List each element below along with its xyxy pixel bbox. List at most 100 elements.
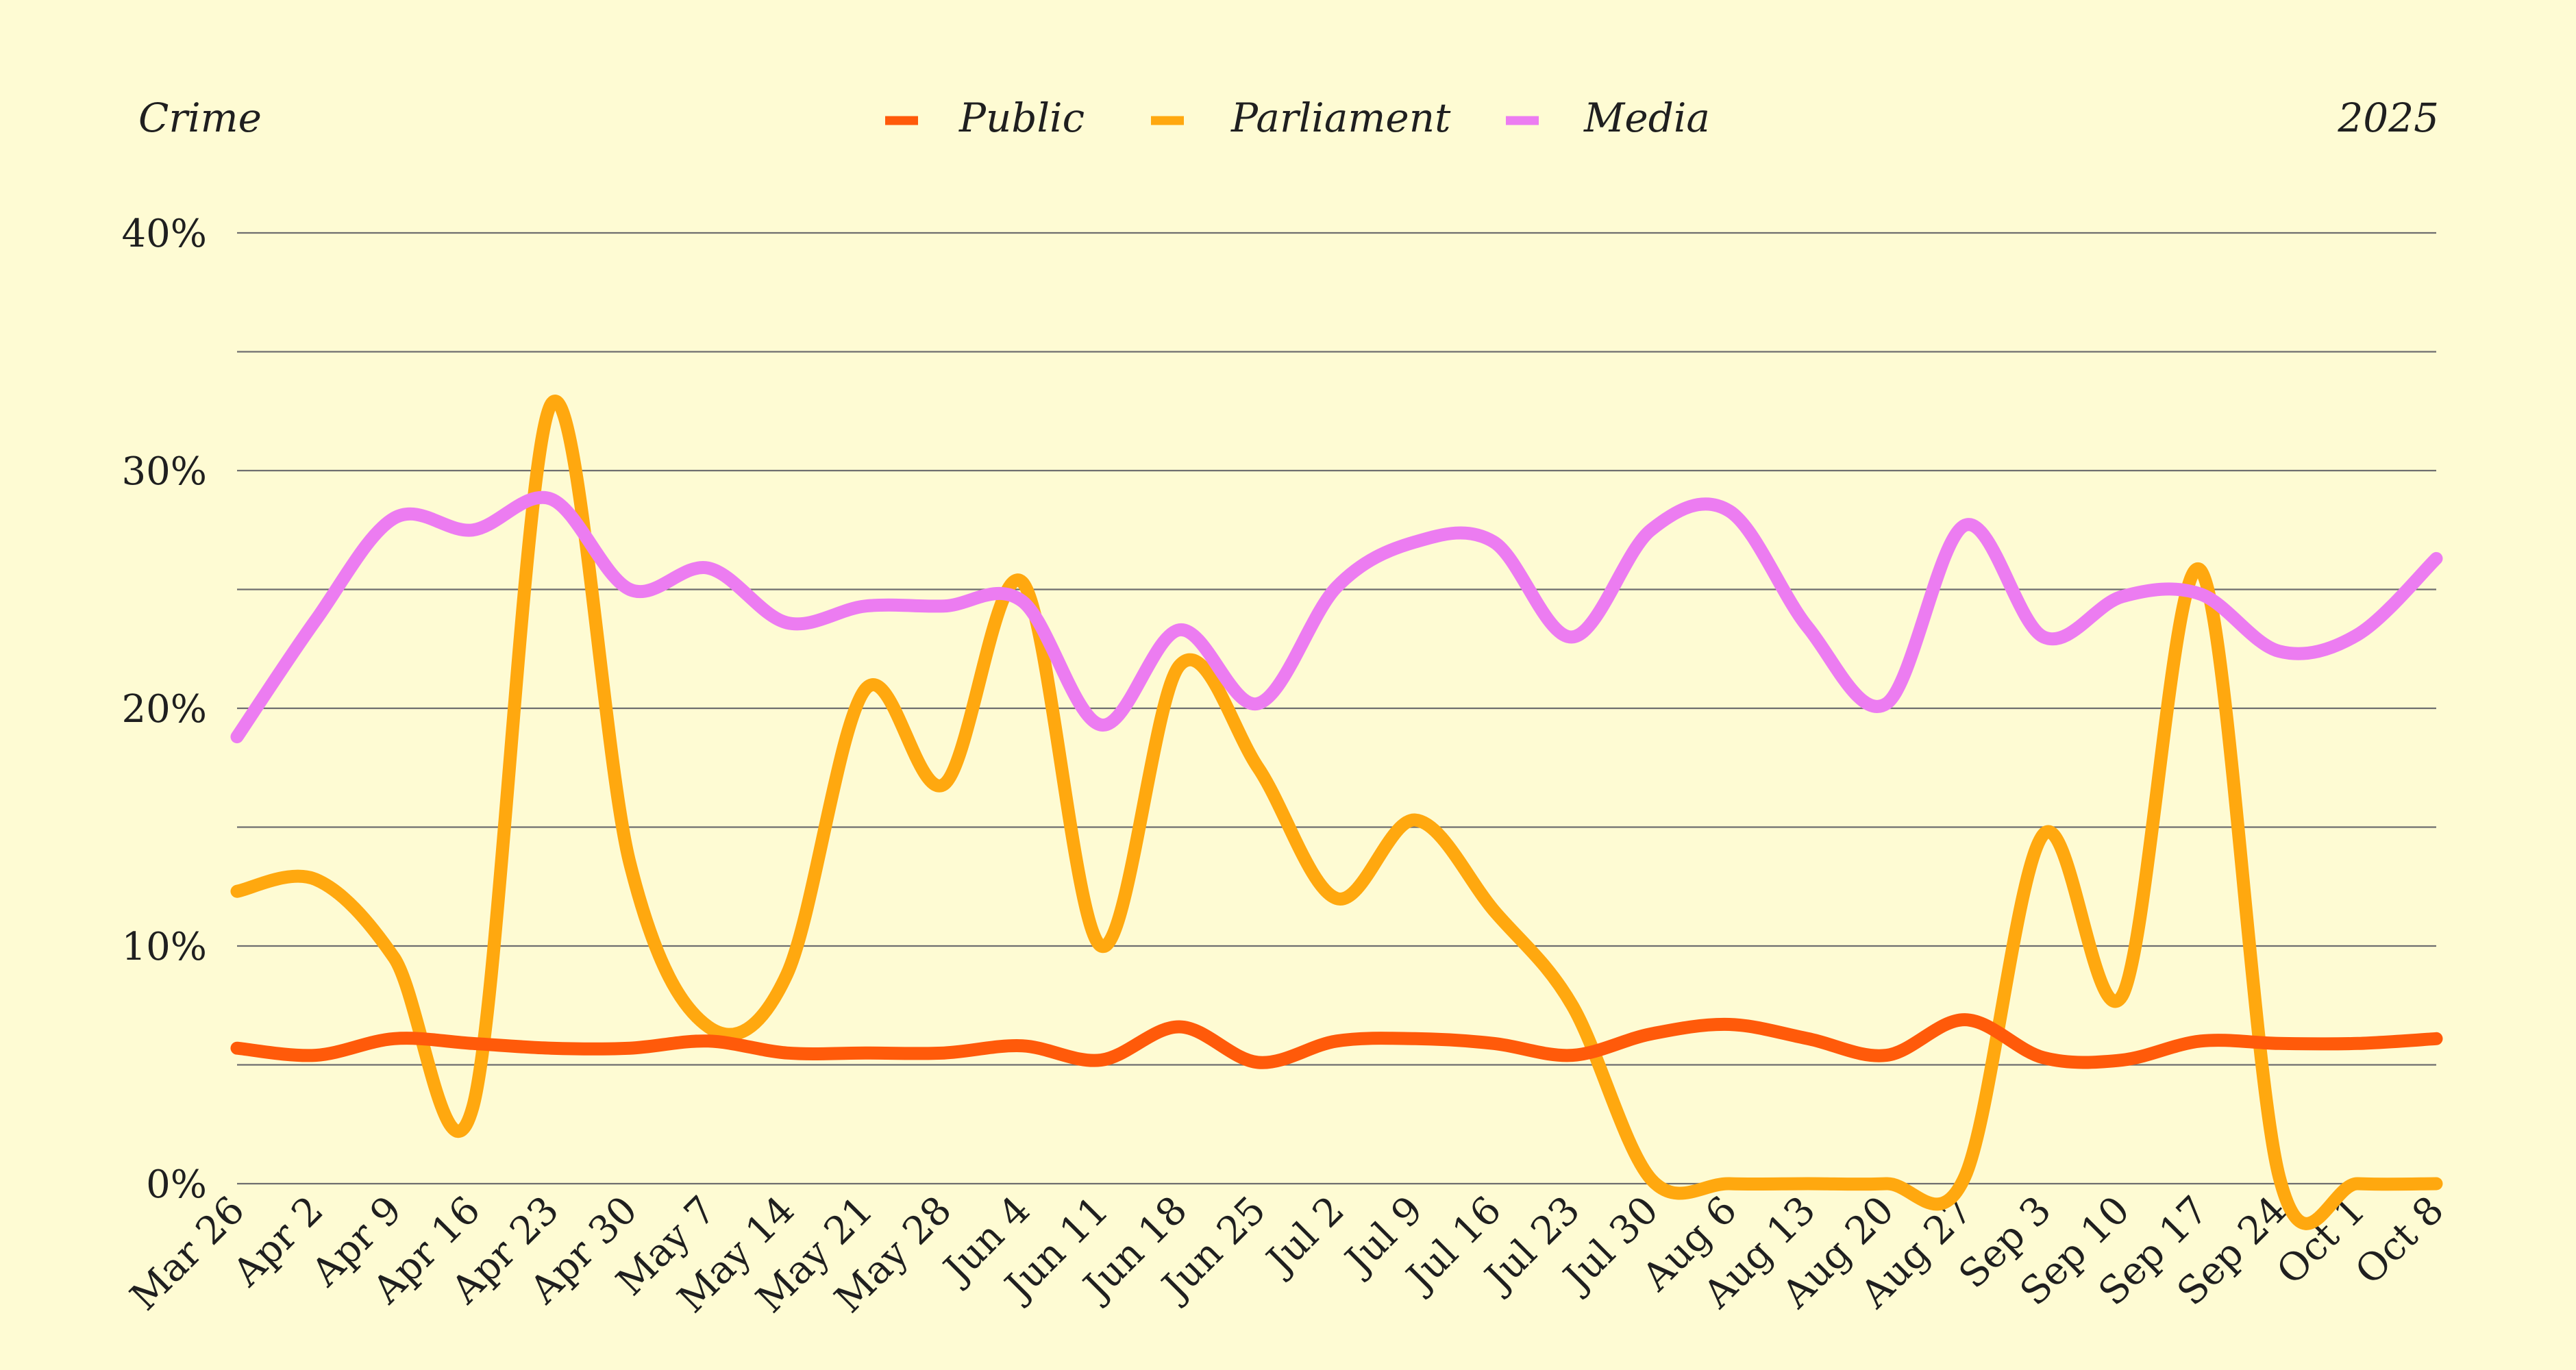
data-point-parliament bbox=[863, 687, 867, 691]
data-point-media bbox=[785, 621, 789, 625]
data-point-public bbox=[942, 1051, 946, 1055]
data-point-public bbox=[1570, 1054, 1574, 1058]
data-point-parliament bbox=[1413, 818, 1417, 822]
data-point-public bbox=[1649, 1032, 1653, 1036]
data-point-media bbox=[1885, 701, 1889, 706]
data-point-parliament bbox=[2042, 832, 2046, 836]
data-point-public bbox=[785, 1051, 789, 1055]
data-point-public bbox=[2042, 1056, 2046, 1060]
data-point-media bbox=[2120, 595, 2124, 599]
data-point-media bbox=[1178, 627, 1182, 632]
data-point-public bbox=[2355, 1041, 2360, 1045]
series-lines bbox=[230, 395, 2443, 1230]
data-point-public bbox=[1256, 1060, 1260, 1064]
data-point-parliament bbox=[1727, 1182, 1731, 1186]
data-point-parliament bbox=[235, 889, 239, 893]
data-point-media bbox=[471, 528, 475, 532]
data-point-parliament bbox=[471, 1106, 475, 1110]
y-axis: 0% 10% 20% 30% 40% bbox=[122, 212, 207, 1207]
data-point-public bbox=[706, 1039, 710, 1043]
data-point-media bbox=[235, 735, 239, 739]
data-point-public bbox=[2199, 1039, 2203, 1043]
data-point-public bbox=[2434, 1036, 2438, 1041]
data-point-media bbox=[863, 604, 867, 608]
data-point-media bbox=[2434, 556, 2438, 560]
data-point-media bbox=[314, 619, 318, 623]
data-point-parliament bbox=[1806, 1182, 1810, 1186]
data-point-media bbox=[2355, 632, 2360, 636]
data-point-public bbox=[1491, 1041, 1496, 1045]
data-point-public bbox=[392, 1036, 396, 1041]
data-point-media bbox=[1963, 523, 1967, 527]
data-point-parliament bbox=[628, 861, 632, 865]
series-line-media bbox=[230, 490, 2443, 744]
data-point-parliament bbox=[2434, 1182, 2438, 1186]
data-point-parliament bbox=[1335, 897, 1339, 901]
data-point-public bbox=[1020, 1044, 1024, 1048]
data-point-public bbox=[1099, 1058, 1103, 1062]
data-point-media bbox=[549, 497, 554, 501]
data-point-media bbox=[1099, 723, 1103, 727]
data-point-public bbox=[549, 1046, 554, 1050]
data-point-parliament bbox=[2355, 1182, 2360, 1186]
data-point-parliament bbox=[1491, 908, 1496, 912]
data-point-parliament bbox=[1099, 944, 1103, 948]
data-point-public bbox=[2120, 1058, 2124, 1062]
data-point-parliament bbox=[2277, 1175, 2281, 1179]
y-tick-label: 10% bbox=[122, 925, 207, 969]
data-point-media bbox=[2042, 635, 2046, 639]
data-point-media bbox=[2199, 592, 2203, 596]
data-point-public bbox=[1413, 1036, 1417, 1041]
series-line-parliament bbox=[230, 395, 2443, 1230]
data-point-media bbox=[706, 566, 710, 570]
data-point-parliament bbox=[1256, 766, 1260, 770]
data-point-parliament bbox=[1178, 664, 1182, 668]
data-point-media bbox=[2277, 649, 2281, 653]
y-tick-label: 40% bbox=[122, 212, 207, 256]
data-point-parliament bbox=[785, 973, 789, 977]
data-point-public bbox=[1885, 1054, 1889, 1058]
series-line-public bbox=[230, 1013, 2443, 1069]
data-point-public bbox=[235, 1046, 239, 1050]
data-point-public bbox=[1963, 1018, 1967, 1022]
data-point-media bbox=[942, 604, 946, 608]
data-point-public bbox=[1727, 1023, 1731, 1027]
data-point-media bbox=[392, 516, 396, 520]
data-point-public bbox=[314, 1054, 318, 1058]
data-point-media bbox=[1649, 528, 1653, 532]
data-point-media bbox=[1806, 625, 1810, 630]
data-point-parliament bbox=[1885, 1182, 1889, 1186]
data-point-parliament bbox=[549, 402, 554, 406]
legend-label-media: Media bbox=[1583, 95, 1710, 141]
y-tick-label: 0% bbox=[146, 1162, 207, 1207]
data-point-parliament bbox=[2120, 994, 2124, 998]
data-point-media bbox=[628, 588, 632, 592]
data-point-public bbox=[1335, 1039, 1339, 1043]
chart-title: Crime bbox=[138, 95, 262, 141]
data-point-parliament bbox=[1649, 1177, 1653, 1181]
legend-label-parliament: Parliament bbox=[1230, 95, 1451, 141]
data-point-media bbox=[1020, 599, 1024, 603]
data-point-public bbox=[1806, 1036, 1810, 1041]
data-point-media bbox=[1335, 585, 1339, 589]
data-point-public bbox=[471, 1041, 475, 1045]
data-point-media bbox=[1256, 701, 1260, 706]
data-point-parliament bbox=[314, 877, 318, 882]
data-point-parliament bbox=[706, 1025, 710, 1029]
data-point-media bbox=[1491, 540, 1496, 544]
data-point-parliament bbox=[1020, 580, 1024, 584]
data-point-media bbox=[1570, 635, 1574, 639]
data-point-parliament bbox=[392, 956, 396, 960]
data-point-public bbox=[863, 1051, 867, 1055]
y-tick-label: 20% bbox=[122, 687, 207, 732]
data-point-parliament bbox=[1963, 1175, 1967, 1179]
legend-label-public: Public bbox=[958, 95, 1085, 141]
chart-year: 2025 bbox=[2337, 95, 2439, 141]
data-point-public bbox=[628, 1046, 632, 1050]
data-point-parliament bbox=[2199, 569, 2203, 573]
data-point-media bbox=[1413, 540, 1417, 544]
data-point-parliament bbox=[942, 782, 946, 786]
data-point-media bbox=[1727, 509, 1731, 513]
